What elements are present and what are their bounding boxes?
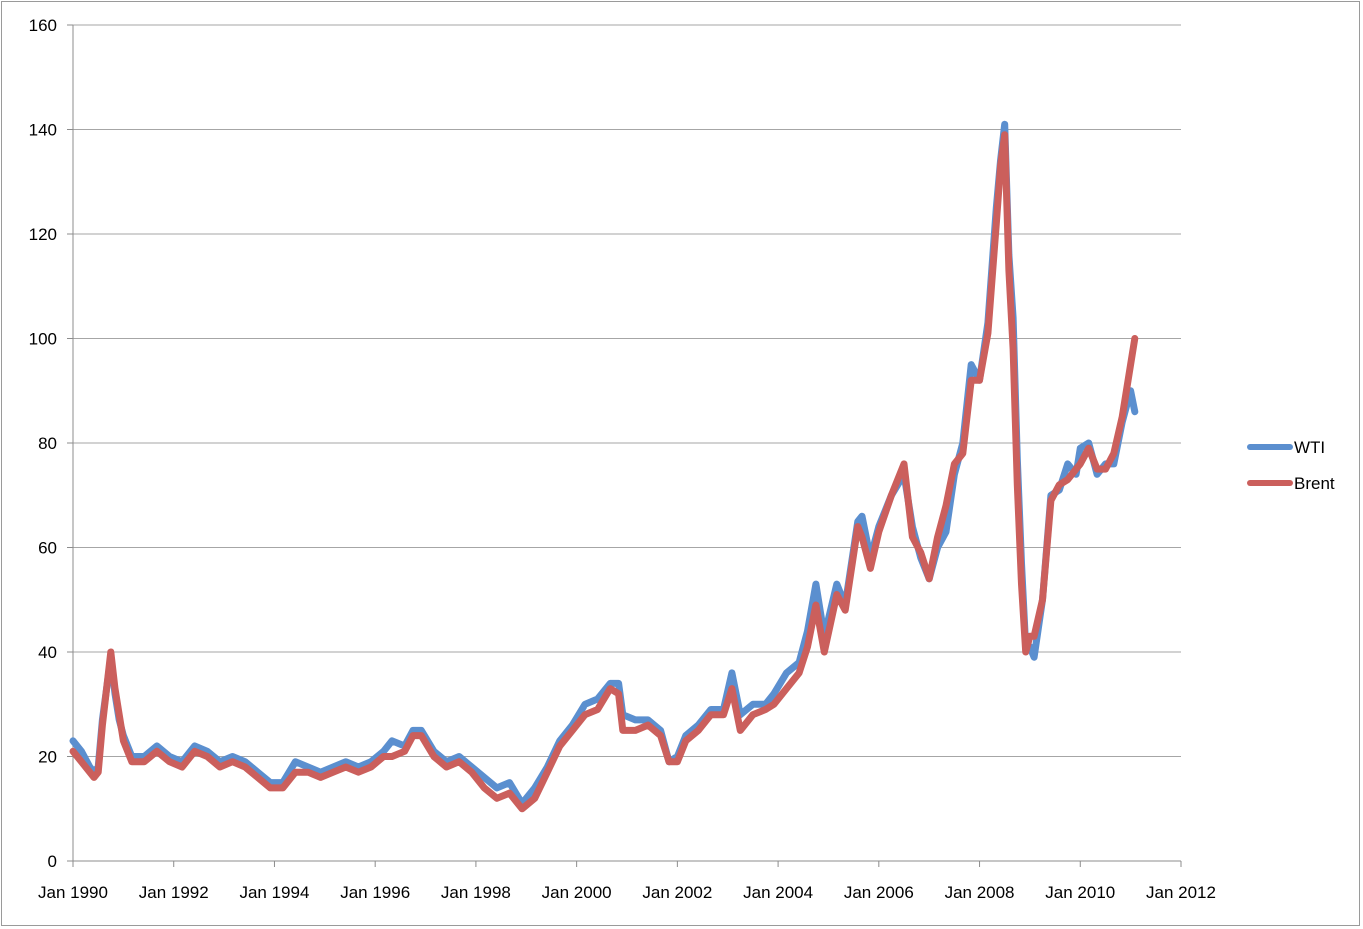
x-tick-label: Jan 2000 — [542, 883, 612, 902]
series-lines — [69, 120, 1139, 813]
legend-label-wti: WTI — [1294, 438, 1325, 457]
y-axis-ticks: 0 20 40 60 80 100 120 140 160 — [29, 16, 73, 871]
y-tick-label: 120 — [29, 225, 57, 244]
legend: WTI Brent — [1247, 438, 1335, 493]
y-tick-label: 140 — [29, 121, 57, 140]
y-tick-label: 60 — [38, 539, 57, 558]
x-tick-label: Jan 1996 — [340, 883, 410, 902]
x-tick-label: Jan 2006 — [844, 883, 914, 902]
x-tick-label: Jan 1994 — [239, 883, 309, 902]
x-tick-label: Jan 2008 — [945, 883, 1015, 902]
y-tick-label: 100 — [29, 330, 57, 349]
y-tick-label: 160 — [29, 16, 57, 35]
series-line-brent — [69, 131, 1139, 813]
x-tick-label: Jan 2002 — [642, 883, 712, 902]
x-tick-label: Jan 1998 — [441, 883, 511, 902]
legend-label-brent: Brent — [1294, 474, 1335, 493]
x-tick-label: Jan 1990 — [38, 883, 108, 902]
x-tick-label: Jan 1992 — [139, 883, 209, 902]
x-tick-label: Jan 2010 — [1045, 883, 1115, 902]
y-tick-label: 20 — [38, 748, 57, 767]
y-tick-label: 40 — [38, 643, 57, 662]
x-axis-ticks: Jan 1990 Jan 1992 Jan 1994 Jan 1996 Jan 1998… — [38, 861, 1216, 902]
y-tick-label: 0 — [48, 852, 57, 871]
x-tick-label: Jan 2004 — [743, 883, 813, 902]
y-tick-label: 80 — [38, 434, 57, 453]
x-tick-label: Jan 2012 — [1146, 883, 1216, 902]
